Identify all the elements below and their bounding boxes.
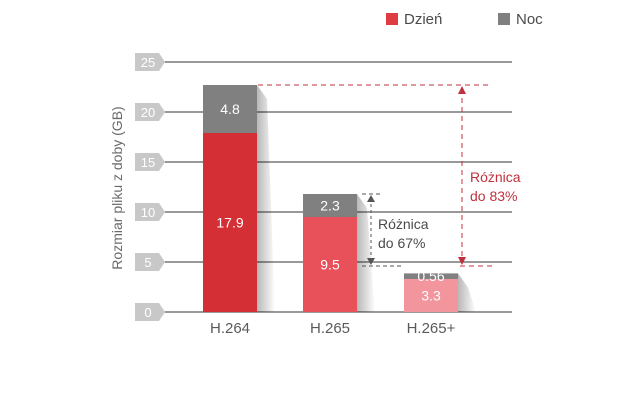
y-axis-label: Rozmiar pliku z doby (GB) [109,106,125,269]
legend-label-night: Noc [516,11,543,28]
bar-night [404,273,458,279]
annotation-83-arrow-up [458,86,466,94]
y-tick-badge [135,103,165,121]
data-label-day: 17.9 [216,215,243,231]
bar-shadow [257,85,275,312]
y-tick-badge [135,203,165,221]
data-label-day: 3.3 [421,288,441,304]
bar-shadows [257,85,476,312]
bar-shadow [458,273,476,312]
bar-day [303,217,357,312]
legend: Dzień Noc [386,11,543,28]
y-tick-label: 10 [141,205,155,220]
annotation-67-arrow-down [367,258,375,265]
data-labels: 17.9 4.8 9.5 2.3 3.3 0.56 [216,101,444,304]
x-category-label: H.265 [310,320,350,337]
y-tick-badge [135,303,165,321]
y-tick-label: 0 [144,305,151,320]
bar-day [203,133,257,312]
bars [203,85,458,312]
y-tick-badge [135,253,165,271]
annotation-83-text-line2: do 83% [470,188,517,204]
annotation-67-text-line2: do 67% [378,235,425,251]
bar-night [303,194,357,217]
annotation-83-arrow-down [458,257,466,265]
x-category-label: H.264 [210,320,250,337]
y-axis-ticks: 0 5 10 15 20 25 [135,53,165,321]
bar-shadow [357,194,375,312]
data-label-night: 4.8 [220,101,240,117]
y-tick-label: 15 [141,155,155,170]
data-label-day: 9.5 [320,257,340,273]
annotation-67-text-line1: Różnica [378,216,429,232]
y-tick-badge [135,53,165,71]
x-category-label: H.265+ [407,320,456,337]
annotation-67-arrow-up [367,195,375,202]
data-label-night: 2.3 [320,198,340,214]
y-tick-label: 5 [144,255,151,270]
legend-label-day: Dzień [404,11,442,28]
y-tick-label: 20 [141,105,155,120]
x-axis-categories: H.264 H.265 H.265+ [210,320,456,337]
y-tick-label: 25 [141,55,155,70]
annotations: Różnica do 67% Różnica do 83% [258,84,521,267]
annotation-83-text-line1: Różnica [470,169,521,185]
data-label-night: 0.56 [417,268,444,284]
bar-night [203,85,257,133]
bar-day [404,279,458,312]
legend-swatch-day [386,13,398,25]
y-tick-badge [135,153,165,171]
legend-swatch-night [498,13,510,25]
